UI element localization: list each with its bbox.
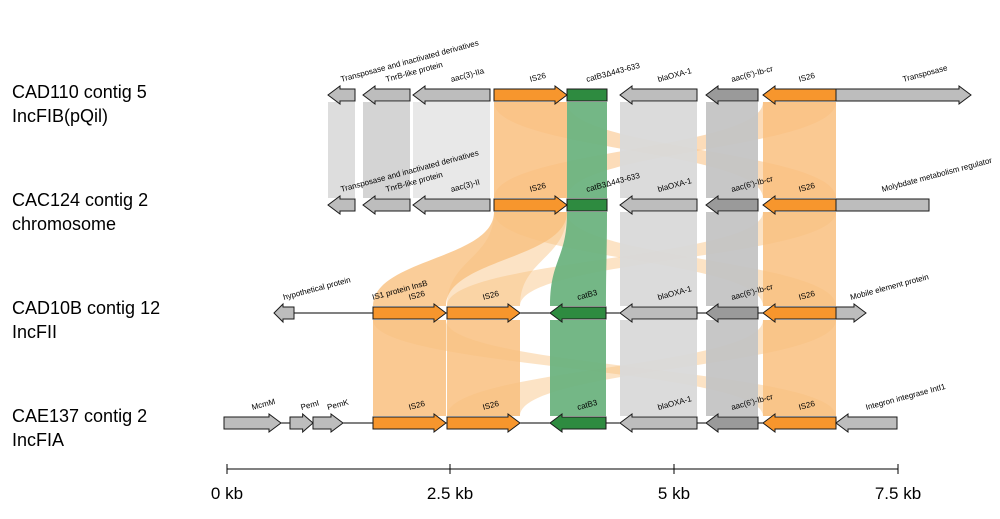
link-is26-a-1-2 xyxy=(373,212,567,306)
track-label-cad110: CAD110 contig 5 IncFIB(pQil) xyxy=(12,80,147,128)
gene-tnrb-like-protein-arrow xyxy=(362,195,411,215)
track-replicon: chromosome xyxy=(12,214,117,234)
gene-label-is26: IS26 xyxy=(798,181,817,194)
gene-aac-6-ib-cr-arrow xyxy=(705,413,759,433)
link-is26-a-2-3 xyxy=(373,320,446,416)
link-oxa-1-2 xyxy=(620,212,697,306)
gene-is26-arrow xyxy=(762,303,837,323)
link-aac3-0-1 xyxy=(413,102,490,198)
track-replicon: IncFIB(pQil) xyxy=(12,106,109,126)
link-is26-c-2-3 xyxy=(763,320,836,416)
track-label-cac124: CAC124 contig 2 chromosome xyxy=(12,188,148,236)
scale-tick-label: 2.5 kb xyxy=(427,484,473,503)
gene-label-is26: IS26 xyxy=(798,71,817,84)
link-cat-0-1 xyxy=(567,102,607,198)
gene-label-is26: IS26 xyxy=(408,399,427,412)
gene-is26-arrow xyxy=(762,413,837,433)
gene-transposase-and-inactivated-derivatives-arrow xyxy=(327,195,356,215)
gene-aac-6-ib-cr-arrow xyxy=(705,85,759,105)
gene-label-pemk: PemK xyxy=(326,397,350,412)
gene-aac-3-iia-arrow xyxy=(412,85,491,105)
gene-is26-arrow xyxy=(372,303,447,323)
gene-mcmm-arrow xyxy=(223,413,282,433)
gene-label-is26: IS26 xyxy=(529,71,548,84)
gene-blaoxa-1-arrow xyxy=(619,195,698,215)
track-label-cae137: CAE137 contig 2 IncFIA xyxy=(12,404,147,452)
gene-is26-arrow xyxy=(762,85,837,105)
link-oxa-2-3 xyxy=(620,320,697,416)
gene-aac-3-ii-arrow xyxy=(412,195,491,215)
scale-tick-label: 0 kb xyxy=(211,484,243,503)
gene-integron-integrase-inti1-arrow xyxy=(835,413,898,433)
scale-tick-label: 5 kb xyxy=(658,484,690,503)
gene-blaoxa-1-arrow xyxy=(619,85,698,105)
gene-label-blaoxa-1: blaOXA-1 xyxy=(657,66,693,84)
gene-is26-arrow xyxy=(493,195,568,215)
gene-transposase-arrow xyxy=(835,85,972,105)
gene-catb3-arrow xyxy=(549,413,607,433)
gene-label-integron-integrase-inti1: Integron integrase IntI1 xyxy=(865,382,947,412)
gene-label-aac-6-ib-cr: aac(6')-Ib-cr xyxy=(730,64,774,84)
link-oxa-0-1 xyxy=(620,102,697,198)
gene-pemi-arrow xyxy=(289,412,314,434)
gene-label-is26: IS26 xyxy=(482,289,501,302)
gene-label-aac-3-iia: aac(3)-IIa xyxy=(450,66,486,84)
gene-blaoxa-1-arrow xyxy=(619,303,698,323)
gene-is26-arrow xyxy=(372,413,447,433)
link-is26-c-1-2 xyxy=(763,212,836,306)
link-aac6-0-1 xyxy=(706,102,758,198)
gene-tnrb-like-protein-arrow xyxy=(362,85,411,105)
scale-tick-label: 7.5 kb xyxy=(875,484,921,503)
gene-is26-arrow xyxy=(446,413,521,433)
track-name: CAD110 contig 5 xyxy=(12,82,147,102)
gene-label-is26: IS26 xyxy=(798,399,817,412)
link-transposase-0-1 xyxy=(328,102,355,198)
link-cat-1-2 xyxy=(550,212,607,306)
gene-label-is26: IS26 xyxy=(482,399,501,412)
gene-aac-6-ib-cr-arrow xyxy=(705,195,759,215)
link-aac6-2-3 xyxy=(706,320,758,416)
gene-catb3-443-633-arrow xyxy=(566,198,608,212)
track-replicon: IncFIA xyxy=(12,430,65,450)
gene-label-hypothetical-protein: hypothetical protein xyxy=(282,275,351,302)
gene-label-catb3-443-633: catB3Δ443-633 xyxy=(585,61,641,84)
gene-label-mcmm: McmM xyxy=(251,397,277,412)
gene-is26-arrow xyxy=(762,195,837,215)
gene-pemk-arrow xyxy=(312,413,344,433)
gene-label-molybdate-metabolism-regulator: Molybdate metabolism regulator xyxy=(881,156,994,194)
gene-label-transposase: Transposase xyxy=(902,63,949,84)
link-is26-b-2-3 xyxy=(447,320,520,416)
gene-label-pemi: PemI xyxy=(300,398,320,412)
link-tnrb-0-1 xyxy=(363,102,410,198)
gene-label-is26: IS26 xyxy=(798,289,817,302)
gene-label-mobile-element-protein: Mobile element protein xyxy=(849,272,930,302)
gene-aac-6-ib-cr-arrow xyxy=(705,303,759,323)
gene-hypothetical-protein-arrow xyxy=(273,302,295,324)
link-is26-b-1-2 xyxy=(447,212,567,306)
track-replicon: IncFII xyxy=(12,322,58,342)
gene-is26-arrow xyxy=(493,85,568,105)
gene-molybdate-metabolism-regulator-arrow xyxy=(835,198,930,212)
link-cat-2-3 xyxy=(550,320,606,416)
track-name: CAE137 contig 2 xyxy=(12,406,148,426)
track-label-cad10b: CAD10B contig 12 IncFII xyxy=(12,296,160,344)
gene-catb3-443-633-arrow xyxy=(566,88,608,102)
gene-transposase-and-inactivated-derivatives-arrow xyxy=(327,85,356,105)
gene-blaoxa-1-arrow xyxy=(619,413,698,433)
gene-is26-arrow xyxy=(446,303,521,323)
track-name: CAD10B contig 12 xyxy=(12,298,161,318)
gene-mobile-element-protein-arrow xyxy=(835,303,867,323)
gene-label-is26: IS26 xyxy=(408,289,427,302)
gene-catb3-arrow xyxy=(549,303,607,323)
gene-label-is26: IS26 xyxy=(529,181,548,194)
link-aac6-1-2 xyxy=(706,212,758,306)
track-name: CAC124 contig 2 xyxy=(12,190,149,210)
